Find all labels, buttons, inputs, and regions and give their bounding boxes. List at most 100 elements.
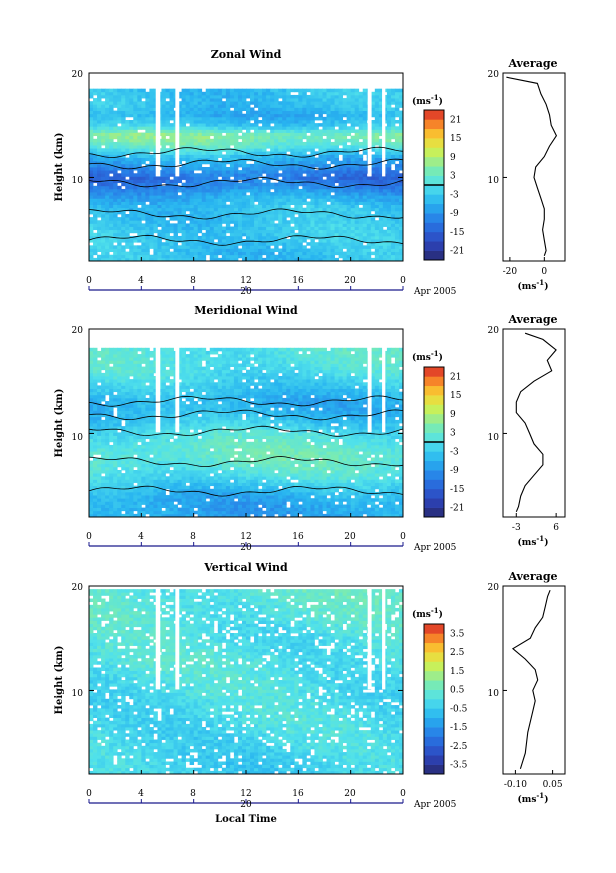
- heatmap-cell: [370, 113, 376, 118]
- heatmap-cell: [322, 245, 327, 249]
- heatmap-cell: [370, 195, 376, 199]
- heatmap-cell: [233, 185, 239, 190]
- heatmap-cell: [89, 107, 94, 111]
- heatmap-cell: [185, 195, 191, 199]
- heatmap-cell: [250, 126, 255, 130]
- heatmap-cell: [306, 513, 311, 517]
- heatmap-cell: [237, 88, 243, 93]
- heatmap-cell: [189, 248, 195, 252]
- heatmap-cell: [161, 491, 166, 496]
- heatmap-cell: [93, 245, 98, 249]
- heatmap-cell: [161, 126, 166, 130]
- heatmap-cell: [390, 132, 396, 137]
- heatmap-cell: [378, 482, 384, 487]
- heatmap-cell: [217, 138, 223, 143]
- heatmap-cell: [237, 182, 243, 187]
- heatmap-cell: [338, 98, 344, 102]
- heatmap-cell: [342, 185, 348, 190]
- heatmap-cell: [197, 245, 203, 249]
- heatmap-cell: [310, 188, 315, 193]
- heatmap-cell: [262, 154, 267, 158]
- heatmap-cell: [93, 185, 98, 190]
- heatmap-cell: [258, 248, 263, 252]
- heatmap-cell: [237, 145, 243, 149]
- heatmap-cell: [254, 185, 259, 190]
- heatmap-cell: [173, 254, 178, 259]
- heatmap-cell: [113, 217, 118, 221]
- heatmap-cell: [302, 163, 307, 168]
- heatmap-cell: [173, 504, 178, 508]
- heatmap-cell: [197, 229, 203, 234]
- heatmap-cell: [314, 141, 319, 146]
- heatmap-cell: [189, 498, 195, 502]
- colorbar-tick-label: 9: [450, 153, 456, 163]
- heatmap-cell: [205, 179, 211, 184]
- heatmap-cell: [197, 151, 203, 155]
- heatmap-cell: [350, 163, 356, 168]
- heatmap-cell: [129, 501, 134, 505]
- heatmap-cell: [201, 201, 207, 205]
- heatmap-cell: [358, 229, 364, 234]
- heatmap-cell: [282, 495, 287, 499]
- heatmap-cell: [394, 148, 400, 152]
- heatmap-cell: [270, 242, 275, 246]
- heatmap-cell: [237, 185, 243, 190]
- heatmap-cell: [286, 232, 291, 237]
- heatmap-cell: [121, 94, 126, 99]
- heatmap-cell: [93, 176, 98, 180]
- heatmap-cell: [193, 182, 199, 187]
- heatmap-cell: [141, 204, 146, 209]
- heatmap-cell: [374, 129, 380, 133]
- heatmap-cell: [197, 110, 203, 115]
- heatmap-cell: [109, 242, 114, 246]
- heatmap-cell: [350, 188, 356, 193]
- heatmap-cell: [237, 204, 243, 209]
- heatmap-cell: [109, 504, 114, 508]
- heatmap-cell: [346, 129, 352, 133]
- heatmap-cell: [290, 176, 295, 180]
- heatmap-cell: [302, 198, 307, 202]
- heatmap-cell: [181, 141, 187, 146]
- heatmap-cell: [181, 154, 187, 158]
- heatmap-cell: [109, 101, 114, 105]
- heatmap-cell: [258, 198, 263, 202]
- heatmap-cell: [113, 167, 118, 171]
- heatmap-cell: [358, 248, 364, 252]
- heatmap-cell: [346, 491, 352, 496]
- heatmap-cell: [205, 110, 211, 115]
- heatmap-cell: [237, 251, 243, 256]
- heatmap-cell: [286, 91, 291, 96]
- heatmap-cell: [141, 132, 146, 137]
- heatmap-cell: [370, 120, 376, 124]
- heatmap-cell: [278, 507, 283, 512]
- heatmap-cell: [302, 110, 307, 115]
- heatmap-cell: [318, 91, 323, 96]
- heatmap-cell: [141, 176, 146, 180]
- heatmap-cell: [370, 104, 376, 108]
- heatmap-cell: [306, 113, 311, 118]
- heatmap-cell: [394, 482, 400, 487]
- heatmap-cell: [233, 94, 239, 99]
- heatmap-cell: [221, 91, 227, 96]
- heatmap-cell: [394, 167, 400, 171]
- heatmap-cell: [254, 154, 259, 158]
- heatmap-cell: [290, 160, 295, 165]
- heatmap-cell: [258, 107, 263, 111]
- heatmap-cell: [229, 217, 235, 221]
- heatmap-cell: [294, 510, 299, 515]
- heatmap-cell: [93, 257, 98, 261]
- heatmap-cell: [157, 485, 162, 490]
- heatmap-cell: [270, 176, 275, 180]
- heatmap-cell: [374, 138, 380, 143]
- heatmap-cell: [209, 223, 215, 227]
- heatmap-cell: [193, 176, 199, 180]
- heatmap-cell: [141, 217, 146, 221]
- heatmap-cell: [221, 204, 227, 209]
- heatmap-cell: [294, 138, 299, 143]
- heatmap-cell: [378, 94, 384, 99]
- heatmap-cell: [169, 170, 174, 174]
- heatmap-cell: [298, 204, 303, 209]
- heatmap-cell: [258, 154, 263, 158]
- heatmap-cell: [121, 120, 126, 124]
- heatmap-cell: [145, 257, 150, 261]
